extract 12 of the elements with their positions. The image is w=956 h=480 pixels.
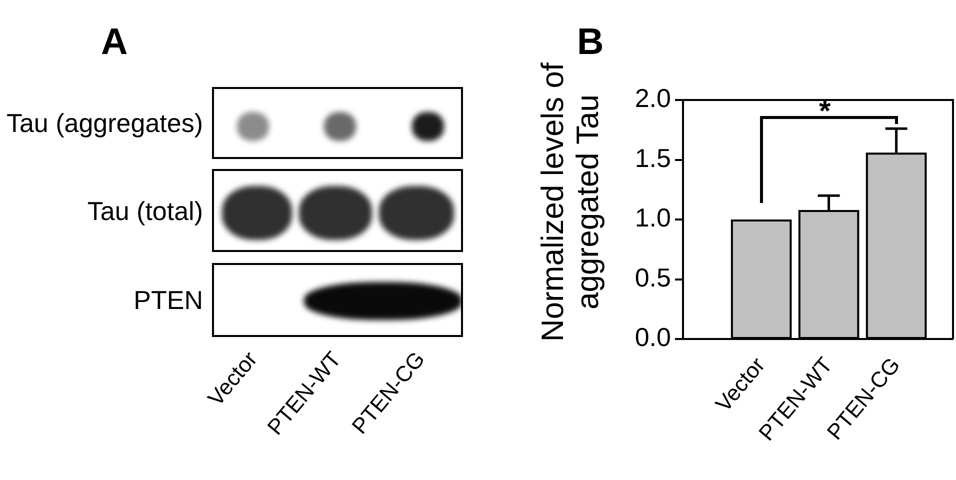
category-label: Tau (total): [87, 196, 203, 226]
chart-title: B: [577, 21, 604, 62]
category-label: PTEN: [134, 285, 203, 315]
y-tick-label: 0.0: [634, 322, 671, 352]
y-tick-label: 2.0: [634, 83, 671, 114]
y-tick-label: 1.0: [634, 202, 671, 233]
text: A: [101, 21, 128, 62]
category-label: Tau (aggregates): [6, 108, 203, 138]
y-axis-title: Normalized levels of aggregated Tau: [535, 62, 605, 342]
y-tick-label: 1.5: [634, 142, 671, 173]
annotation: *: [818, 95, 831, 128]
y-tick-label: 0.5: [634, 262, 671, 292]
